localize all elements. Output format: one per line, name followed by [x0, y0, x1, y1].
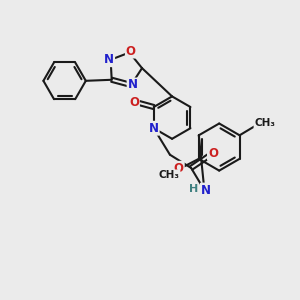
- Text: N: N: [128, 79, 138, 92]
- Text: N: N: [201, 184, 211, 196]
- Text: CH₃: CH₃: [159, 170, 180, 180]
- Text: O: O: [208, 147, 218, 160]
- Text: O: O: [129, 95, 139, 109]
- Text: N: N: [149, 122, 159, 135]
- Text: O: O: [126, 45, 136, 58]
- Text: O: O: [174, 162, 184, 175]
- Text: CH₃: CH₃: [254, 118, 275, 128]
- Text: H: H: [189, 184, 198, 194]
- Text: N: N: [104, 53, 114, 66]
